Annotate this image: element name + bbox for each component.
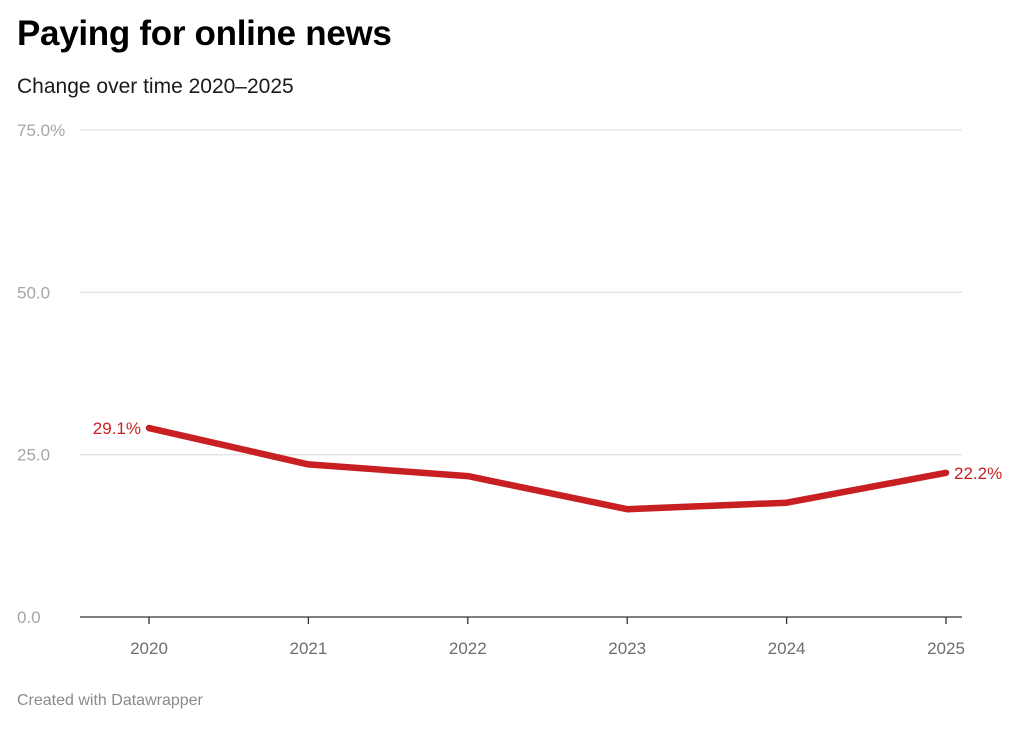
footer-credit: Created with Datawrapper xyxy=(17,692,203,709)
gridlines xyxy=(80,129,962,456)
series-line xyxy=(145,424,950,513)
data-label: 29.1% xyxy=(93,419,141,438)
y-axis-ticks: 0.0 25.0 50.0 75.0% xyxy=(17,121,65,627)
data-labels: 29.1% 22.2% xyxy=(93,419,1002,483)
x-tick-label: 2022 xyxy=(449,639,487,658)
x-tick-label: 2024 xyxy=(768,639,806,658)
chart-subtitle: Change over time 2020–2025 xyxy=(17,75,294,98)
y-tick-label: 0.0 xyxy=(17,608,41,627)
chart-title: Paying for online news xyxy=(17,14,392,53)
x-tick-label: 2025 xyxy=(927,639,965,658)
x-tick-label: 2020 xyxy=(130,639,168,658)
x-tick-label: 2021 xyxy=(289,639,327,658)
y-tick-label: 50.0 xyxy=(17,283,50,302)
x-tick-label: 2023 xyxy=(608,639,646,658)
x-axis: 2020 2021 2022 2023 2024 2025 xyxy=(80,616,965,658)
y-tick-label: 75.0% xyxy=(17,121,65,140)
y-tick-label: 25.0 xyxy=(17,446,50,465)
series-layer xyxy=(145,424,950,513)
data-label: 22.2% xyxy=(954,464,1002,483)
